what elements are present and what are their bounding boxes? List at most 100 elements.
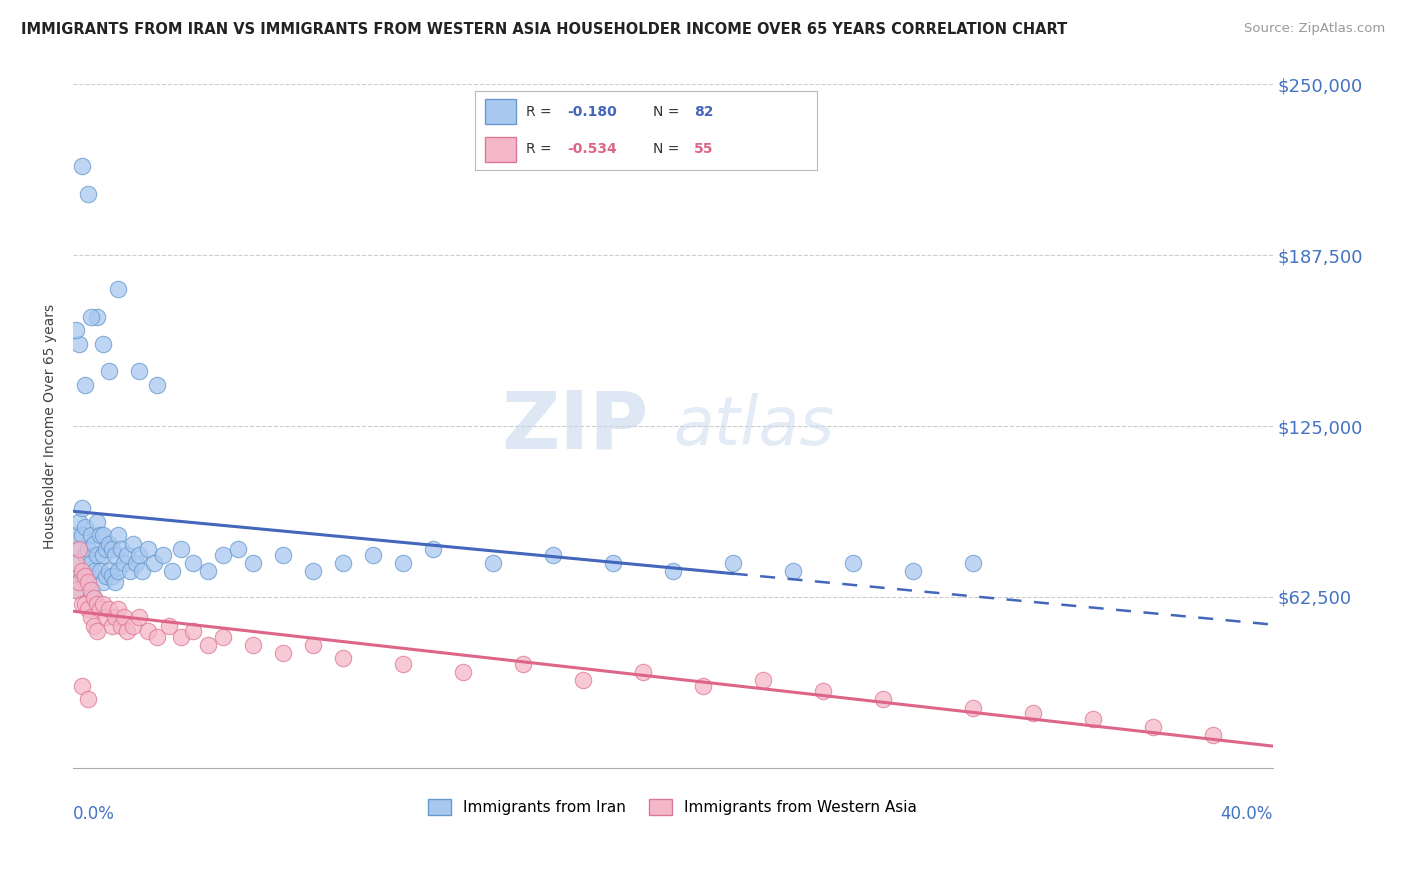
Point <box>602 556 624 570</box>
Point <box>77 602 100 616</box>
Point <box>83 618 105 632</box>
Point <box>65 582 87 597</box>
Point <box>70 160 93 174</box>
Point <box>75 378 97 392</box>
Legend: Immigrants from Iran, Immigrants from Western Asia: Immigrants from Iran, Immigrants from We… <box>422 793 924 822</box>
Point <box>77 542 100 557</box>
Point <box>302 638 325 652</box>
Point <box>811 684 834 698</box>
Point <box>83 564 105 578</box>
Point <box>83 591 105 606</box>
Point <box>67 337 90 351</box>
Point <box>104 548 127 562</box>
Point <box>1081 712 1104 726</box>
Point <box>1201 728 1223 742</box>
Point <box>80 556 103 570</box>
Point <box>75 569 97 583</box>
Point <box>226 542 249 557</box>
Point <box>271 646 294 660</box>
Point <box>146 378 169 392</box>
Point <box>80 582 103 597</box>
Point <box>572 673 595 688</box>
Point <box>482 556 505 570</box>
Point <box>361 548 384 562</box>
Point <box>75 574 97 589</box>
Point <box>197 638 219 652</box>
Point <box>841 556 863 570</box>
Point <box>98 364 121 378</box>
Point <box>422 542 444 557</box>
Y-axis label: Householder Income Over 65 years: Householder Income Over 65 years <box>44 303 58 549</box>
Point <box>86 548 108 562</box>
Point <box>110 542 132 557</box>
Point <box>107 602 129 616</box>
Point <box>662 564 685 578</box>
Point <box>901 564 924 578</box>
Point <box>86 515 108 529</box>
Point <box>392 657 415 671</box>
Point <box>1142 720 1164 734</box>
Point <box>1021 706 1043 720</box>
Point <box>112 610 135 624</box>
Point <box>112 556 135 570</box>
Point <box>692 679 714 693</box>
Point <box>83 536 105 550</box>
Point <box>67 542 90 557</box>
Point <box>94 610 117 624</box>
Point <box>91 548 114 562</box>
Point <box>77 574 100 589</box>
Point <box>197 564 219 578</box>
Point <box>70 679 93 693</box>
Point <box>170 542 193 557</box>
Point <box>67 542 90 557</box>
Point <box>70 564 93 578</box>
Point <box>94 569 117 583</box>
Point <box>242 638 264 652</box>
Point <box>146 630 169 644</box>
Text: IMMIGRANTS FROM IRAN VS IMMIGRANTS FROM WESTERN ASIA HOUSEHOLDER INCOME OVER 65 : IMMIGRANTS FROM IRAN VS IMMIGRANTS FROM … <box>21 22 1067 37</box>
Point <box>65 582 87 597</box>
Point <box>181 624 204 638</box>
Text: 0.0%: 0.0% <box>73 805 115 823</box>
Point <box>962 700 984 714</box>
Point <box>86 624 108 638</box>
Point <box>271 548 294 562</box>
Point <box>107 528 129 542</box>
Point <box>962 556 984 570</box>
Point <box>128 548 150 562</box>
Point <box>65 323 87 337</box>
Text: Source: ZipAtlas.com: Source: ZipAtlas.com <box>1244 22 1385 36</box>
Point <box>80 610 103 624</box>
Text: 40.0%: 40.0% <box>1220 805 1272 823</box>
Point <box>332 651 354 665</box>
Point <box>125 556 148 570</box>
Point <box>131 564 153 578</box>
Point <box>782 564 804 578</box>
Point <box>91 528 114 542</box>
Point <box>181 556 204 570</box>
Point <box>104 574 127 589</box>
Point <box>104 610 127 624</box>
Point <box>94 542 117 557</box>
Point <box>70 569 93 583</box>
Point <box>98 564 121 578</box>
Point <box>65 528 87 542</box>
Point <box>107 282 129 296</box>
Point <box>451 665 474 679</box>
Point <box>170 630 193 644</box>
Point <box>392 556 415 570</box>
Point <box>721 556 744 570</box>
Point <box>70 528 93 542</box>
Text: ZIP: ZIP <box>502 387 648 465</box>
Point <box>872 692 894 706</box>
Point <box>89 564 111 578</box>
Point <box>122 536 145 550</box>
Point <box>122 618 145 632</box>
Point <box>80 582 103 597</box>
Point <box>541 548 564 562</box>
Point <box>120 564 142 578</box>
Point <box>70 597 93 611</box>
Point <box>75 597 97 611</box>
Point <box>75 548 97 562</box>
Point <box>83 591 105 606</box>
